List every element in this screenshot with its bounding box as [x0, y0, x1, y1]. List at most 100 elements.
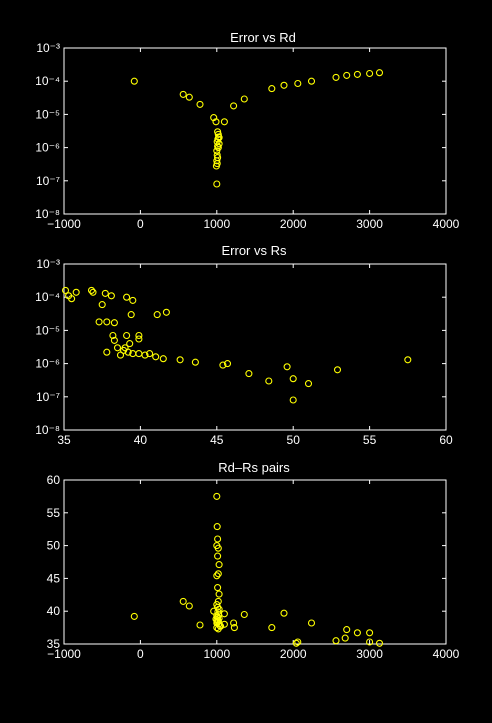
rd-rs-pairs-data-point [280, 609, 288, 617]
error-vs-rs-data-point [123, 331, 131, 340]
rd-rs-pairs-data-point [292, 639, 300, 647]
rd-rs-pairs-data-point [130, 612, 138, 620]
error-vs-rd-x-tick-label: 2000 [280, 217, 307, 231]
error-vs-rd-data-point [268, 85, 276, 93]
error-vs-rd-data-point [213, 147, 221, 155]
rd-rs-pairs-data-point [375, 639, 384, 647]
error-vs-rs-data-point [152, 353, 160, 361]
error-vs-rs-data-point [107, 292, 115, 300]
rd-rs-pairs-data-point [214, 570, 222, 578]
error-vs-rs-axes [63, 263, 447, 431]
rd-rs-pairs-y-tick-label: 60 [47, 473, 61, 487]
rd-rs-pairs-data-point [213, 572, 221, 580]
error-vs-rs-x-tick-label: 45 [210, 433, 224, 447]
error-vs-rd-y-tick-label: 10⁻⁵ [35, 107, 60, 121]
error-vs-rs-y-tick-label: 10⁻⁴ [35, 290, 60, 304]
rd-rs-pairs-data-point [196, 621, 204, 629]
rd-rs-pairs-data-point [214, 535, 222, 543]
error-vs-rd-data-point [130, 77, 138, 85]
error-vs-rs-data-point [404, 356, 412, 364]
error-vs-rd-axes [63, 47, 447, 215]
error-vs-rs-data-point [101, 289, 109, 297]
error-vs-rs-data-point [265, 377, 273, 385]
error-vs-rd-y-tick-label: 10⁻³ [36, 41, 60, 55]
error-vs-rs-y-tick-label: 10⁻⁸ [35, 423, 60, 437]
error-vs-rs-data-point [219, 361, 227, 369]
error-vs-rd-y-tick-label: 10⁻⁸ [35, 207, 60, 221]
error-vs-rd-data-point [375, 69, 384, 77]
error-vs-rd-y-tick-label: 10⁻⁷ [36, 174, 60, 188]
error-vs-rs-data-point [98, 301, 106, 309]
error-vs-rs-data-point [333, 366, 342, 374]
error-vs-rs-data-point [87, 286, 96, 294]
rd-rs-pairs-x-tick-label: 0 [137, 647, 144, 661]
rd-rs-pairs-data-point [307, 619, 316, 627]
rd-rs-pairs-axes [63, 479, 447, 645]
error-vs-rs-data-point [162, 308, 170, 316]
error-vs-rd-data-point [366, 69, 374, 78]
rd-rs-pairs-points [130, 492, 384, 647]
error-vs-rs-y-tick-label: 10⁻⁵ [35, 323, 60, 337]
error-vs-rs-data-point [103, 318, 111, 326]
rd-rs-pairs-x-tick-label: 2000 [280, 647, 307, 661]
error-vs-rd-y-tick-label: 10⁻⁴ [35, 74, 60, 88]
error-vs-rs-data-point [110, 319, 118, 327]
rd-rs-pairs-data-point [366, 638, 374, 646]
error-vs-rd-data-point [213, 157, 221, 165]
error-vs-rs-data-point [146, 350, 154, 358]
error-vs-rd-data-point [179, 90, 187, 98]
error-vs-rd-x-tick-label: 3000 [356, 217, 383, 231]
error-vs-rs-y-tick-label: 10⁻⁶ [35, 357, 60, 371]
error-vs-rs-ticks: 35 40 45 50 55 60 10⁻⁸ 10⁻⁷ 10⁻⁶ 10⁻⁵ 10⁻⁴ 10⁻³ [35, 257, 453, 447]
error-vs-rs-data-point [123, 293, 131, 301]
error-vs-rd-data-point [212, 118, 220, 126]
error-vs-rd-data-point [280, 81, 288, 89]
error-vs-rd-data-point [343, 71, 351, 79]
error-vs-rs-data-point [127, 311, 135, 319]
rd-rs-pairs-x-tick-label: 1000 [203, 647, 230, 661]
rd-rs-pairs-data-point [215, 561, 223, 569]
error-vs-rs-data-point [124, 348, 132, 356]
error-vs-rs-data-point [129, 296, 137, 304]
error-vs-rs-x-tick-label: 55 [363, 433, 377, 447]
rd-rs-pairs-x-tick-label: −1000 [47, 647, 81, 661]
error-vs-rs-data-point [126, 340, 134, 348]
rd-rs-pairs-data-point [230, 619, 238, 627]
rd-rs-pairs-data-point [213, 616, 221, 624]
rd-rs-pairs-data-point [214, 584, 222, 592]
error-vs-rs-data-point [72, 288, 80, 296]
error-vs-rd-x-tick-label: 4000 [433, 217, 460, 231]
rd-rs-pairs-ticks: −1000 0 1000 2000 3000 4000 35 40 45 50 55 60 [47, 473, 460, 661]
rd-rs-pairs-data-point [240, 610, 248, 619]
error-vs-rs-data-point [304, 380, 313, 388]
error-vs-rs-panel: Error vs Rs 35 40 45 50 55 60 10⁻⁸ 10⁻⁷ 10⁻⁶ 10⁻⁵… [35, 243, 453, 447]
error-vs-rs-data-point [159, 355, 167, 363]
rd-rs-pairs-data-point [213, 492, 221, 500]
error-vs-rs-data-point [289, 396, 297, 404]
rd-rs-pairs-data-point [353, 629, 361, 637]
error-vs-rs-data-point [113, 344, 122, 352]
error-vs-rd-data-point [220, 118, 228, 126]
error-vs-rd-data-point [214, 130, 222, 138]
error-vs-rs-x-tick-label: 35 [57, 433, 71, 447]
error-vs-rs-data-point [191, 358, 199, 366]
rd-rs-pairs-data-point [341, 634, 349, 642]
rd-rs-pairs-data-point [343, 626, 351, 634]
error-vs-rd-title: Error vs Rd [230, 30, 296, 45]
error-vs-rd-data-point [196, 100, 204, 108]
error-vs-rd-x-tick-label: 1000 [203, 217, 230, 231]
error-vs-rs-data-point [135, 335, 143, 343]
error-vs-rs-title: Error vs Rs [222, 243, 288, 258]
rd-rs-pairs-data-point [230, 624, 238, 632]
error-vs-rd-data-point [213, 180, 221, 188]
rd-rs-pairs-data-point [214, 625, 222, 633]
rd-rs-pairs-data-point [366, 629, 374, 637]
rd-rs-pairs-x-tick-label: 4000 [433, 647, 460, 661]
error-vs-rd-panel: Error vs Rd −1000 0 1000 2000 3000 4000 10⁻⁸ 10… [35, 30, 460, 231]
error-vs-rs-data-point [116, 351, 125, 359]
rd-rs-pairs-y-tick-label: 45 [47, 571, 61, 585]
rd-rs-pairs-data-point [215, 590, 223, 598]
error-vs-rd-data-point [294, 79, 302, 88]
